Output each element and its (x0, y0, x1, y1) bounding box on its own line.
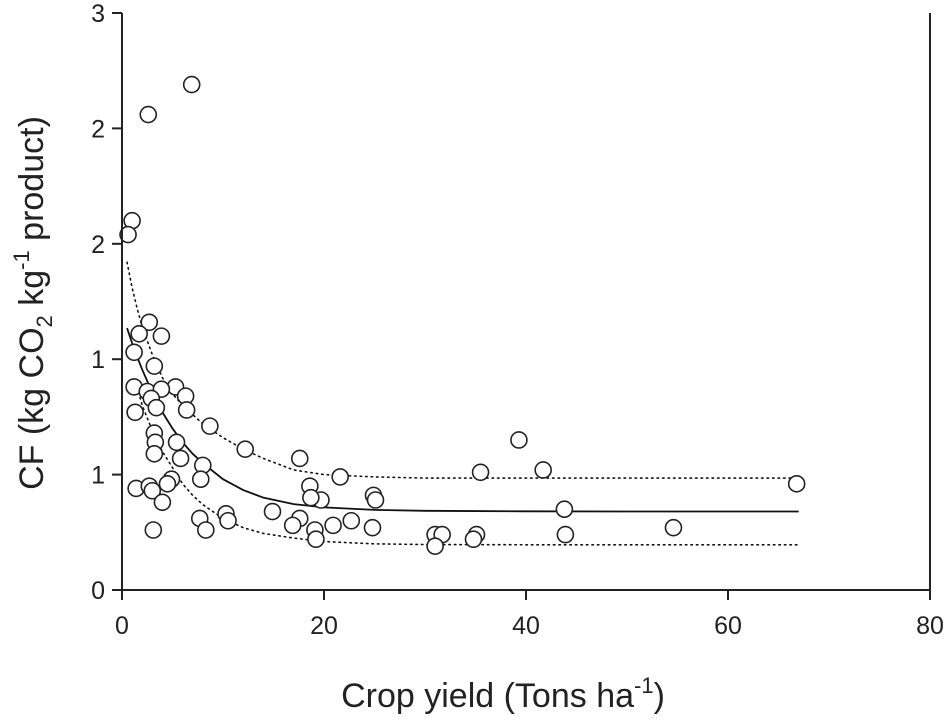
data-point (145, 357, 164, 375)
data-point (342, 511, 361, 530)
data-point (197, 521, 215, 539)
data-point (236, 440, 255, 459)
y-tick-label: 3 (91, 0, 105, 28)
lower-confidence-band (136, 386, 800, 546)
x-axis-title-superscript: -1 (634, 673, 654, 698)
data-point (556, 525, 575, 544)
data-point (147, 398, 166, 417)
y-axis-title-part-c: product) (13, 116, 51, 250)
data-point (555, 500, 574, 519)
data-point (125, 343, 143, 362)
data-point (302, 488, 320, 507)
axes (112, 12, 931, 600)
y-tick-label: 0 (91, 577, 105, 605)
data-point (177, 401, 196, 419)
data-point (140, 313, 159, 332)
data-point (144, 521, 163, 539)
data-point (331, 468, 349, 486)
y-axis-title-superscript: -1 (9, 250, 34, 270)
upper-confidence-band (126, 261, 800, 479)
y-axis-title-subscript: 2 (32, 315, 57, 327)
fit-curve-group (126, 327, 799, 513)
data-point (139, 105, 158, 124)
data-point (145, 445, 164, 463)
y-tick-label: 2 (91, 115, 105, 143)
data-point (167, 433, 186, 452)
data-point (143, 481, 162, 500)
fit-curve (126, 327, 799, 513)
data-point (152, 327, 171, 345)
data-point (464, 530, 483, 549)
data-point (787, 475, 806, 493)
data-point (126, 403, 144, 422)
data-point (510, 431, 528, 449)
confidence-bands (126, 261, 800, 546)
y-axis-title: CF (kg CO2 kg-1 product) (9, 116, 57, 490)
data-point (534, 461, 552, 479)
data-point (201, 417, 219, 435)
data-point (153, 493, 172, 512)
x-tick-label: 40 (512, 612, 540, 640)
data-point (191, 470, 210, 489)
x-tick-label: 0 (115, 612, 129, 640)
x-tick-label: 20 (310, 612, 338, 640)
data-point (263, 502, 282, 521)
x-axis-title: Crop yield (Tons ha-1) (341, 673, 665, 715)
data-point (363, 518, 382, 537)
data-point (366, 491, 385, 509)
y-axis-title-part-b: kg (13, 270, 51, 315)
data-point (664, 518, 683, 537)
y-tick-label: 2 (91, 231, 105, 259)
data-point (130, 325, 148, 343)
data-point (182, 75, 201, 94)
data-point (324, 516, 342, 535)
data-point (119, 225, 137, 244)
x-axis-title-tail: ) (654, 677, 665, 715)
y-tick-label: 1 (91, 462, 105, 490)
data-point (290, 449, 309, 468)
x-tick-label: 60 (714, 612, 742, 640)
data-point (171, 449, 190, 468)
data-point (158, 475, 177, 493)
data-point (219, 511, 237, 530)
x-tick-label: 80 (916, 612, 944, 640)
data-point (307, 530, 325, 549)
data-point (471, 463, 490, 482)
data-points (119, 75, 806, 555)
data-point (283, 516, 302, 535)
tick-labels: 0 20 40 60 80 0 1 1 2 2 3 (91, 0, 944, 640)
y-tick-label: 1 (91, 346, 105, 374)
data-point (426, 537, 444, 555)
